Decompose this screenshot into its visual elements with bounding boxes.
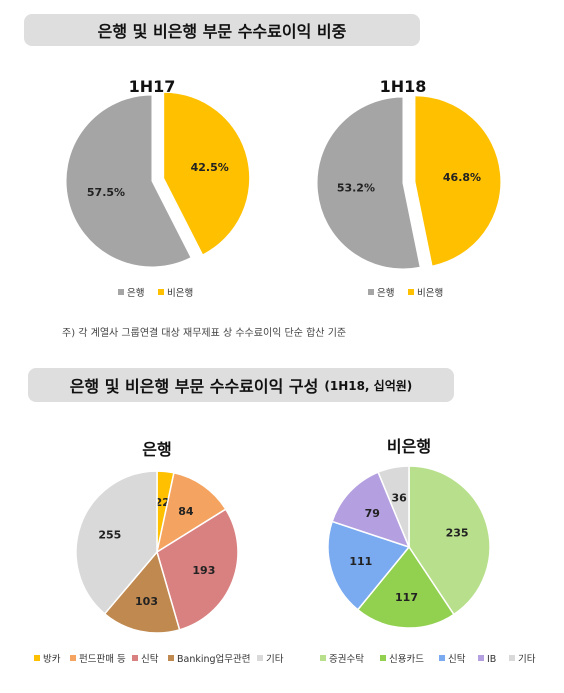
pie-slice-1-0 [414,95,502,267]
pie-slice-2-1 [155,471,227,554]
data-label-0-1: 57.5% [87,186,125,199]
section-title-share-text: 은행 및 비은행 부문 수수료이익 비중 [97,22,347,41]
section-title-composition: 은행 및 비은행 부문 수수료이익 구성 (1H18, 십억원) [28,368,454,402]
legend-label-2-2: 신탁 [141,653,159,665]
legend-swatch-3-3 [478,655,484,661]
data-label-2-2: 193 [192,564,215,577]
footnote: 주) 각 계열사 그룹연결 대상 재무제표 상 수수료이익 단순 합산 기준 [62,328,347,339]
legend-swatch-3-0 [320,655,326,661]
pie-slice-3-1 [356,545,455,629]
pie-slice-0-0 [163,91,251,256]
data-label-1-0: 46.8% [443,171,481,184]
legend-swatch-2-1 [70,655,76,661]
pie-slice-3-4 [377,465,410,548]
data-label-0-0: 42.5% [191,161,229,174]
section-title-composition-unit: (1H18, 십억원) [324,378,413,393]
section-title-share: 은행 및 비은행 부문 수수료이익 비중 [24,14,420,46]
legend-label-0-1: 비은행 [167,287,193,299]
pie-slice-2-2 [156,508,239,631]
legend-swatch-1-0 [368,289,374,295]
pie-slice-2-3 [103,550,181,634]
chart-title-0: 1H17 [129,77,176,96]
legend-label-2-4: 기타 [266,654,284,665]
legend-label-1-0: 은행 [377,287,394,299]
data-label-3-2: 111 [349,555,372,568]
pie-slice-2-4 [75,470,158,615]
legend-label-2-3: Banking업무관련 [177,653,251,665]
legend-swatch-3-2 [439,655,445,661]
legend-label-3-3: IB [487,654,496,665]
legend-label-3-4: 기타 [518,654,536,665]
legend-label-0-0: 은행 [127,287,144,299]
data-label-3-1: 117 [395,591,418,604]
legend-swatch-2-4 [257,655,263,661]
legend-label-3-2: 신탁 [448,653,466,665]
data-label-2-1: 84 [178,505,194,518]
legend-label-2-1: 펀드판매 등 [79,654,126,665]
legend-swatch-2-3 [168,655,174,661]
legend-swatch-3-4 [509,655,515,661]
legend-swatch-2-0 [34,655,40,661]
pie-slice-1-1 [316,96,421,270]
data-label-2-4: 255 [98,529,121,542]
pie-slice-3-3 [331,471,411,549]
legend-label-3-0: 증권수탁 [329,653,364,665]
legend-label-3-1: 신용카드 [389,654,424,665]
legend-swatch-3-1 [380,655,386,661]
data-label-2-3: 103 [135,595,158,608]
data-label-1-1: 53.2% [337,182,375,195]
chart-title-3: 비은행 [387,437,431,456]
pie-slice-3-2 [327,520,411,611]
legend-label-2-0: 방카 [43,654,61,665]
pie-slice-0-1 [65,94,192,268]
data-label-3-3: 79 [365,507,380,520]
legend-swatch-2-2 [132,655,138,661]
legend-swatch-0-1 [158,289,164,295]
chart-title-1: 1H18 [380,77,427,96]
legend-label-1-1: 비은행 [417,287,443,299]
legend-swatch-1-1 [408,289,414,295]
data-label-3-0: 235 [446,527,469,540]
data-label-3-4: 36 [392,492,408,505]
section-title-composition-text: 은행 및 비은행 부문 수수료이익 구성 [69,377,319,396]
chart-title-2: 은행 [142,440,171,459]
legend-swatch-0-0 [118,289,124,295]
